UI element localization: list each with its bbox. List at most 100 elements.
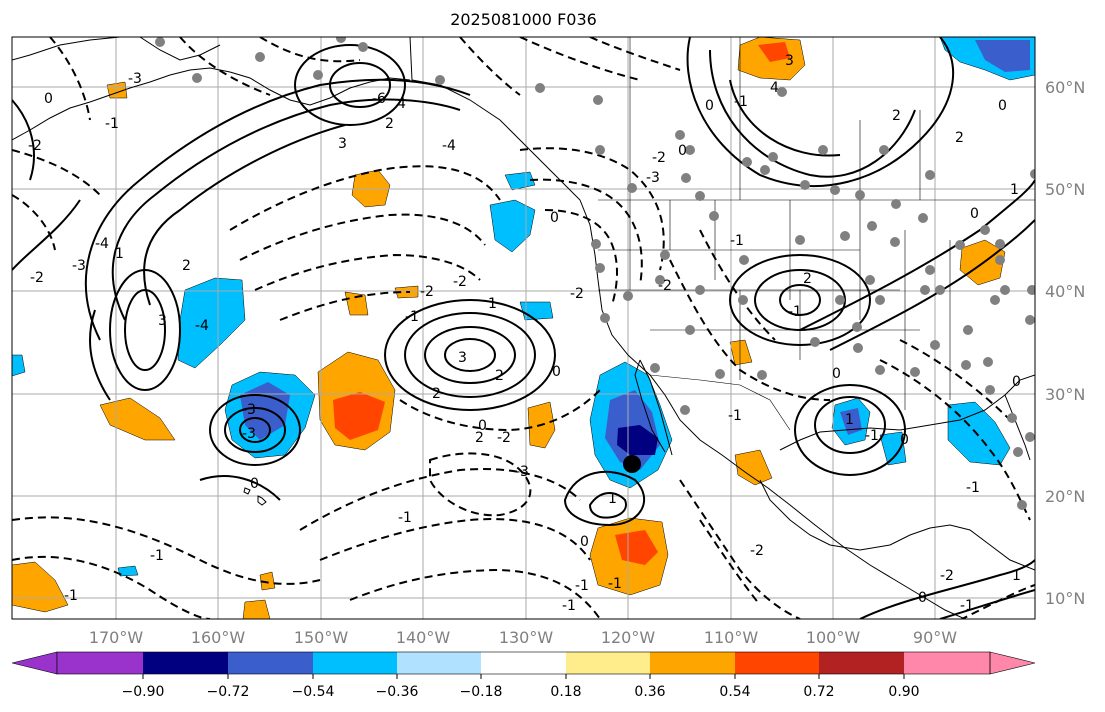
contour-label: 3	[785, 53, 794, 69]
borders	[598, 37, 1035, 431]
negative-contours	[12, 37, 1035, 619]
contour-label: 0	[1012, 374, 1021, 390]
lon-label-90w: 90°W	[913, 628, 957, 647]
contour-label: -1	[562, 598, 576, 614]
contour-label: -1	[966, 480, 980, 496]
latitude-labels: 60°N 50°N 40°N 30°N 20°N 10°N	[1045, 78, 1085, 608]
lon-label-140w: 140°W	[396, 628, 451, 647]
contour-label: 3	[158, 313, 167, 329]
contour-label: 3	[458, 350, 467, 366]
contour-label: 0	[832, 366, 841, 382]
contour-label: -3	[242, 426, 256, 442]
contour-label: -1	[865, 428, 879, 444]
contour-label: -2	[750, 543, 764, 559]
contour-label: -4	[442, 138, 456, 154]
colorbar: −0.90 −0.72 −0.54 −0.36 −0.18 0.18 0.36 …	[11, 651, 1036, 700]
contour-label: 0	[580, 534, 589, 550]
contour-label: 1	[1010, 182, 1019, 198]
contour-label: -3	[72, 258, 86, 274]
colorbar-tick-label: −0.36	[376, 684, 419, 700]
contour-label: -1	[734, 94, 748, 110]
coastlines	[12, 37, 1035, 619]
contour-labels: -3 0 -2 -1 -2 -4 -3 1 2 3 -4 4 -6 2 3 -4…	[28, 53, 1021, 614]
contour-label: 0	[550, 210, 559, 226]
lat-label-60n: 60°N	[1045, 78, 1085, 97]
contour-label: 1	[1012, 568, 1021, 584]
contour-label: 0	[44, 91, 53, 107]
contour-label: 2	[182, 258, 191, 274]
colorbar-tick-label: 0.72	[803, 684, 834, 700]
contour-label: 0	[478, 418, 487, 434]
contour-label: -3	[128, 71, 142, 87]
contour-label: -1	[405, 309, 419, 325]
contour-label: -2	[453, 274, 467, 290]
contour-label: 0	[705, 98, 714, 114]
lat-label-40n: 40°N	[1045, 282, 1085, 301]
contour-label: -1	[398, 510, 412, 526]
contour-label: -1	[575, 578, 589, 594]
contour-label: -1	[788, 304, 802, 320]
colorbar-tick-label: 0.18	[550, 684, 581, 700]
lat-label-30n: 30°N	[1045, 385, 1085, 404]
lat-label-50n: 50°N	[1045, 180, 1085, 199]
contour-label: -1	[64, 588, 78, 604]
contour-label: 2	[385, 116, 394, 132]
contour-label: -6	[372, 91, 386, 107]
lon-label-160w: 160°W	[191, 628, 246, 647]
map-title: 2025081000 F036	[450, 10, 597, 29]
lon-label-120w: 120°W	[601, 628, 656, 647]
contour-label: -2	[658, 278, 672, 294]
contour-label: 0	[678, 143, 687, 159]
contour-label: -2	[940, 568, 954, 584]
contour-label: 0	[900, 432, 909, 448]
contour-label: 0	[998, 98, 1007, 114]
contour-label: 2	[803, 271, 812, 287]
contour-label: 1	[845, 412, 854, 428]
contour-label: -2	[652, 150, 666, 166]
contour-label: -1	[105, 116, 119, 132]
lat-label-20n: 20°N	[1045, 487, 1085, 506]
contour-label: 2	[475, 430, 484, 446]
colorbar-tick-label: 0.54	[719, 684, 750, 700]
contour-label: -2	[30, 270, 44, 286]
lon-label-130w: 130°W	[499, 628, 554, 647]
contour-label: -2	[28, 138, 42, 154]
contour-label: 2	[495, 368, 504, 384]
contour-label: -2	[570, 286, 584, 302]
contour-label: 2	[892, 108, 901, 124]
colorbar-tick-label: 0.36	[634, 684, 665, 700]
shaded-regions	[12, 37, 1035, 619]
lon-label-110w: 110°W	[704, 628, 759, 647]
contour-label: 1	[488, 296, 497, 312]
contour-label: 1	[115, 246, 124, 262]
contour-label: -1	[728, 408, 742, 424]
lon-label-170w: 170°W	[89, 628, 144, 647]
contour-label: -1	[730, 233, 744, 249]
positive-contours	[12, 37, 1035, 619]
contour-label: 3	[338, 136, 347, 152]
lat-label-10n: 10°N	[1045, 589, 1085, 608]
contour-label: -2	[420, 284, 434, 300]
contour-label: -1	[150, 548, 164, 564]
colorbar-tick-label: −0.72	[207, 684, 250, 700]
longitude-labels: 170°W 160°W 150°W 140°W 130°W 120°W 110°…	[89, 628, 957, 647]
lon-label-150w: 150°W	[294, 628, 349, 647]
gridlines	[12, 37, 1035, 619]
contour-label: 2	[432, 386, 441, 402]
colorbar-tick-label: 0.90	[888, 684, 919, 700]
colorbar-tick-label: −0.18	[460, 684, 503, 700]
colorbar-extend-low	[11, 651, 58, 675]
contour-label: -3	[242, 402, 256, 418]
contour-label: 0	[250, 476, 259, 492]
contour-label: 0	[918, 590, 927, 606]
colorbar-extend-high	[989, 651, 1036, 675]
storm-center-marker	[623, 455, 641, 473]
contour-label: 0	[970, 206, 979, 222]
lon-label-100w: 100°W	[806, 628, 861, 647]
contour-label: -2	[497, 430, 511, 446]
station-dots	[155, 37, 1035, 510]
contour-label: 0	[552, 364, 561, 380]
contour-label: -4	[95, 236, 109, 252]
contour-label: 4	[770, 80, 779, 96]
